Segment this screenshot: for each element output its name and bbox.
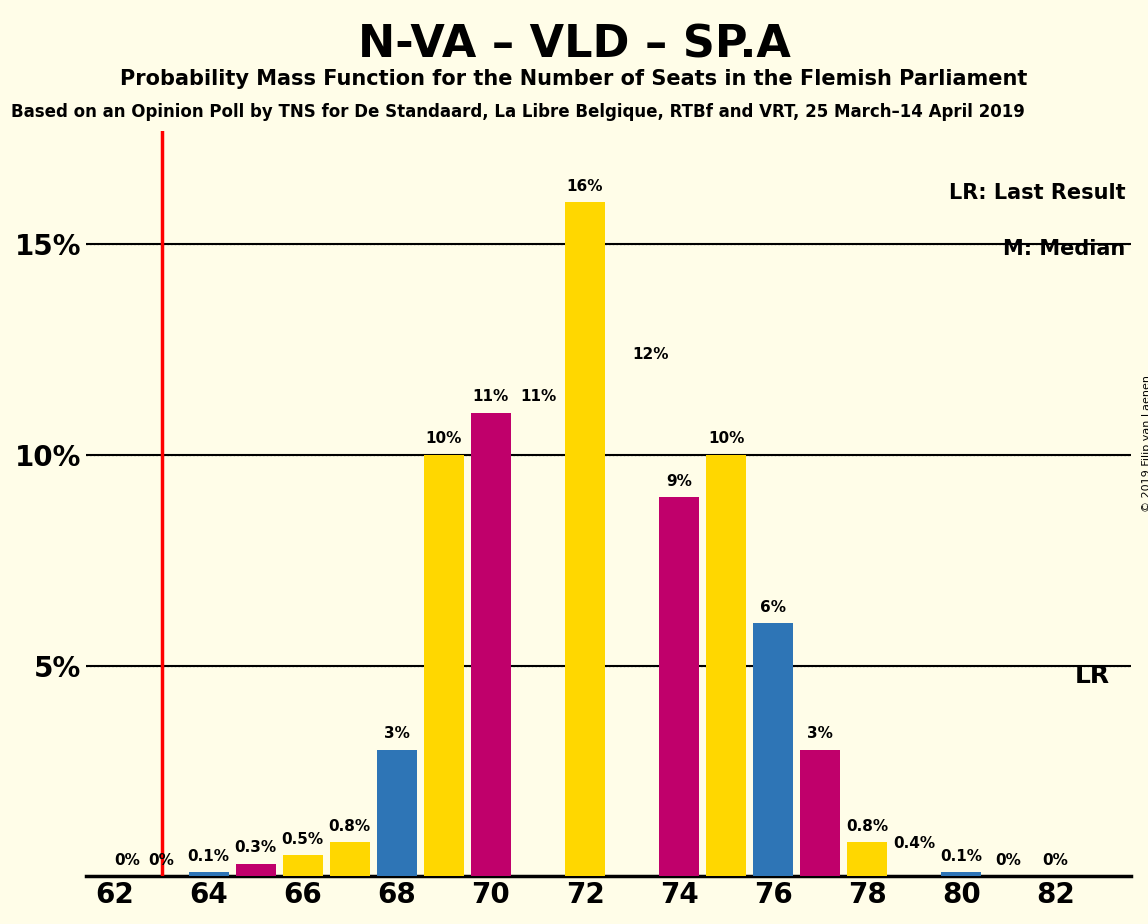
Text: 11%: 11%: [520, 389, 556, 405]
Text: 0.3%: 0.3%: [234, 840, 277, 855]
Bar: [659, 497, 699, 876]
Text: N-VA – VLD – SP.A: N-VA – VLD – SP.A: [357, 23, 791, 67]
Bar: [235, 864, 276, 876]
Text: 16%: 16%: [567, 178, 603, 194]
Bar: [424, 455, 464, 876]
Text: M: M: [568, 569, 602, 602]
Text: 0.4%: 0.4%: [893, 836, 936, 851]
Text: 11%: 11%: [473, 389, 509, 405]
Text: 0.5%: 0.5%: [281, 832, 324, 846]
Text: 0.8%: 0.8%: [846, 819, 889, 834]
Bar: [706, 455, 746, 876]
Text: Probability Mass Function for the Number of Seats in the Flemish Parliament: Probability Mass Function for the Number…: [121, 69, 1027, 90]
Text: 0.1%: 0.1%: [187, 848, 230, 864]
Text: 0.8%: 0.8%: [328, 819, 371, 834]
Text: M: Median: M: Median: [1003, 238, 1125, 259]
Bar: [471, 413, 511, 876]
Bar: [377, 749, 417, 876]
Bar: [282, 855, 323, 876]
Text: 3%: 3%: [807, 726, 833, 741]
Text: 9%: 9%: [666, 474, 692, 489]
Text: 0%: 0%: [115, 853, 140, 868]
Bar: [329, 843, 370, 876]
Text: 12%: 12%: [633, 347, 668, 362]
Text: 0%: 0%: [1042, 853, 1069, 868]
Bar: [800, 749, 840, 876]
Text: 10%: 10%: [708, 432, 744, 446]
Bar: [565, 202, 605, 876]
Text: 6%: 6%: [760, 600, 786, 615]
Text: LR: Last Result: LR: Last Result: [949, 183, 1125, 202]
Text: © 2019 Filip van Laenen: © 2019 Filip van Laenen: [1142, 375, 1148, 512]
Text: 0%: 0%: [995, 853, 1022, 868]
Bar: [941, 872, 982, 876]
Bar: [753, 624, 793, 876]
Text: 0%: 0%: [149, 853, 174, 868]
Text: 0.1%: 0.1%: [940, 848, 983, 864]
Text: 3%: 3%: [383, 726, 410, 741]
Text: 10%: 10%: [426, 432, 463, 446]
Text: LR: LR: [1075, 663, 1110, 687]
Text: Based on an Opinion Poll by TNS for De Standaard, La Libre Belgique, RTBf and VR: Based on an Opinion Poll by TNS for De S…: [11, 103, 1025, 121]
Bar: [188, 872, 228, 876]
Bar: [847, 843, 887, 876]
